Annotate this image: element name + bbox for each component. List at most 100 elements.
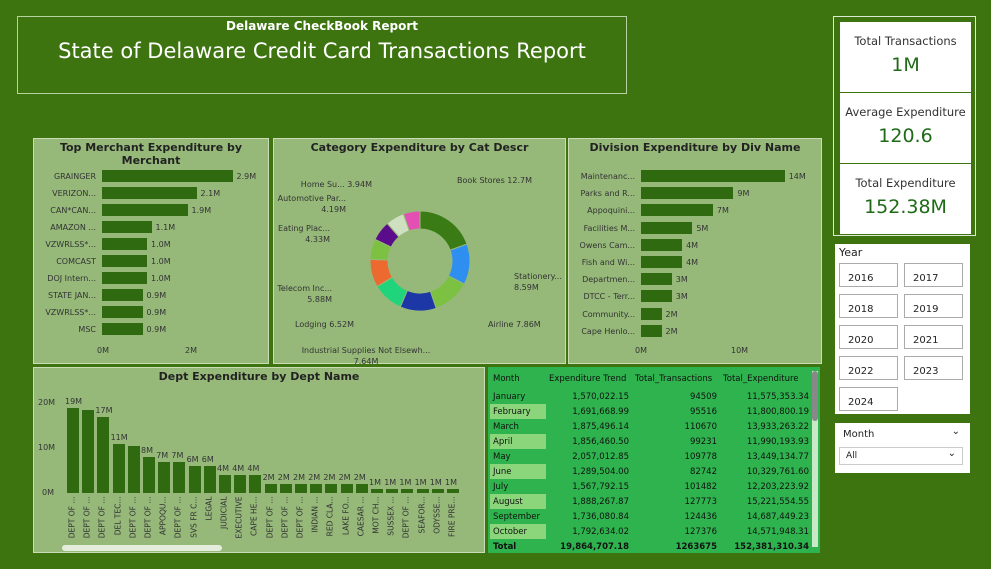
bar[interactable] [102,272,147,284]
bar[interactable] [102,204,188,216]
bar-category-label: STATE JAN... [48,291,96,300]
dept-category-label: LEGAL [204,496,214,521]
dept-bar[interactable] [158,461,171,493]
year-option-2024[interactable]: 2024 [839,387,898,411]
dept-bar-value-label: 11M [110,432,128,442]
dept-bar-value-label: 1M [429,477,442,487]
column-header-expenditure-trend[interactable]: Expenditure Trend [549,374,627,384]
chevron-down-icon[interactable]: ⌄ [951,426,960,437]
dept-bar[interactable] [219,475,231,493]
category-chart-panel[interactable]: Category Expenditure by Cat Descr Book S… [273,138,567,365]
bar[interactable] [641,290,672,303]
year-option-2016[interactable]: 2016 [839,263,898,287]
table-row[interactable]: March 1,875,496.14 110670 13,933,263.22 [490,419,812,434]
bar-value-label: 7M [716,206,729,216]
column-header-total-expenditure[interactable]: Total_Expenditure [723,374,799,384]
dept-bar[interactable] [355,484,368,493]
bar[interactable] [641,187,734,200]
bar[interactable] [641,273,672,286]
table-cell: April [490,434,546,449]
dept-bar[interactable] [143,457,155,493]
table-row[interactable]: July 1,567,792.15 101482 12,203,223.92 [490,479,812,494]
bar[interactable] [641,170,785,182]
dept-horizontal-scrollbar[interactable] [62,545,222,551]
bar[interactable] [102,289,143,301]
kpi-label: Total Expenditure [855,176,956,190]
bar[interactable] [102,170,233,182]
table-vertical-scrollbar[interactable] [812,371,818,547]
year-option-2017[interactable]: 2017 [904,263,963,287]
dept-bar[interactable] [188,466,201,493]
column-header-total-transactions[interactable]: Total_Transactions [635,374,713,384]
dept-bar[interactable] [112,443,125,493]
dept-bar[interactable] [67,407,79,493]
table-cell: 11,990,193.93 [746,436,809,447]
dept-bar[interactable] [295,484,307,493]
bar-category-label: VZWRLSS*... [45,240,96,249]
dept-bar[interactable] [371,488,383,493]
column-header-month[interactable]: Month [493,374,520,384]
bar[interactable] [641,307,662,320]
table-row[interactable]: June 1,289,504.00 82742 10,329,761.60 [490,464,812,479]
table-cell: October [490,524,546,539]
dept-chart-panel[interactable]: Dept Expenditure by Dept Name 20M 10M 0M… [33,367,485,553]
dept-bar[interactable] [127,445,140,493]
kpi-average-expenditure: Average Expenditure 120.6 [839,92,972,164]
year-option-2023[interactable]: 2023 [904,356,963,380]
bar[interactable] [641,324,662,337]
bar[interactable] [641,221,693,234]
table-row[interactable]: May 2,057,012.85 109778 13,449,134.77 [490,449,812,464]
bar[interactable] [102,306,143,318]
merchant-chart-panel[interactable]: Top Merchant Expenditure by Merchant 0M … [33,138,269,364]
table-cell: 14,571,948.31 [746,526,809,537]
bar[interactable] [641,238,683,251]
table-row[interactable]: August 1,888,267.87 127773 15,221,554.55 [490,494,812,509]
bar[interactable] [641,204,713,217]
year-option-2022[interactable]: 2022 [839,356,898,380]
table-row[interactable]: September 1,736,080.84 124436 14,687,449.23 [490,509,812,524]
dept-bar-value-label: 2M [293,473,305,482]
table-cell: 1,570,022.15 [572,391,629,402]
dept-bar[interactable] [82,409,95,493]
dept-category-label: DEL TEC... [113,496,123,536]
category-donut-chart[interactable]: Book Stores 12.7M Stationery... 8.59M Airli… [274,139,567,365]
bar[interactable] [641,256,683,268]
month-dropdown[interactable]: All ⌄ [839,447,963,465]
table-row[interactable]: April 1,856,460.50 99231 11,990,193.93 [490,434,812,449]
year-option-2018[interactable]: 2018 [839,294,898,318]
bar[interactable] [102,238,147,250]
dept-bar[interactable] [325,484,338,493]
dept-bar[interactable] [401,488,414,493]
bar-value-label: 1.0M [151,240,171,249]
scrollbar-thumb[interactable] [812,371,818,421]
dept-category-label: DEPT OF ... [143,496,153,539]
donut-slice[interactable] [419,210,468,251]
dept-bar[interactable] [386,488,399,493]
bar[interactable] [102,187,197,199]
dept-bar[interactable] [249,475,262,493]
division-chart-panel[interactable]: Division Expenditure by Div Name 0M 10M … [568,138,822,364]
table-row[interactable]: October 1,792,634.02 127376 14,571,948.31 [490,524,812,539]
dept-bar[interactable] [416,488,429,493]
year-option-2021[interactable]: 2021 [904,325,963,349]
donut-slice[interactable] [402,210,421,232]
dept-bar[interactable] [234,475,247,493]
dept-bar[interactable] [264,484,277,493]
dept-bar-value-label: 1M [414,477,427,487]
dept-bar-value-label: 17M [95,405,113,415]
dept-bar[interactable] [97,416,110,493]
dept-bar[interactable] [310,484,323,493]
bar[interactable] [102,323,143,335]
dept-bar[interactable] [340,484,353,493]
dept-bar[interactable] [447,488,459,493]
table-row[interactable]: February 1,691,668.99 95516 11,800,800.19 [490,404,812,419]
dept-bar[interactable] [279,484,292,493]
dept-bar[interactable] [173,461,186,493]
dept-bar[interactable] [431,488,444,493]
year-option-2019[interactable]: 2019 [904,294,963,318]
year-option-2020[interactable]: 2020 [839,325,898,349]
dept-bar[interactable] [203,466,216,493]
bar[interactable] [102,221,152,233]
table-row[interactable]: January 1,570,022.15 94509 11,575,353.34 [490,389,812,404]
bar[interactable] [102,255,147,267]
